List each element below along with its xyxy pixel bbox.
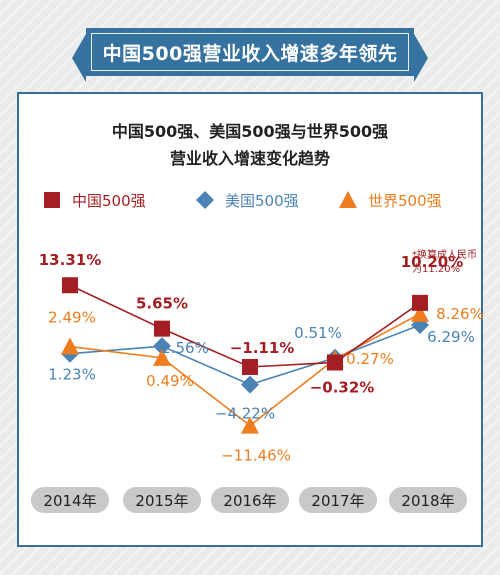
annotation-line-1: *换算成人民币: [412, 248, 477, 261]
data-label-diamond-4: 0.51%: [294, 324, 342, 342]
data-point-square-2: [154, 320, 170, 337]
category-pill-1: [31, 487, 109, 513]
data-point-square-5: [412, 294, 428, 311]
banner-title: 中国500强营业收入增速多年领先: [102, 42, 398, 65]
category-pill-5: [389, 487, 467, 513]
chart-title-line-2: 营业收入增速变化趋势: [169, 149, 330, 168]
category-label-4: 2017年: [311, 492, 364, 510]
data-point-triangle-1: [61, 337, 79, 355]
data-label-triangle-3: −11.46%: [221, 447, 291, 465]
legend-label-1: 中国500强: [72, 192, 146, 210]
category-label-1: 2014年: [43, 492, 96, 510]
category-label-3: 2016年: [223, 492, 276, 510]
category-pill-4: [299, 487, 377, 513]
data-label-diamond-5: 6.29%: [427, 328, 475, 346]
data-label-square-1: 13.31%: [39, 251, 101, 269]
data-label-triangle-2: 0.49%: [146, 372, 194, 390]
data-label-square-5: 10.20%: [401, 253, 463, 271]
legend-label-2: 美国500强: [225, 192, 299, 210]
data-label-diamond-3: −4.22%: [215, 405, 275, 423]
data-point-square-1: [62, 277, 78, 294]
annotation-line-2: 为11.20%: [412, 263, 460, 275]
data-label-square-3: −1.11%: [230, 339, 295, 357]
data-label-triangle-1: 2.49%: [48, 309, 96, 327]
category-pill-3: [211, 487, 289, 513]
data-point-square-3: [242, 358, 258, 375]
data-point-triangle-5: [411, 304, 429, 322]
legend-label-3: 世界500强: [368, 192, 442, 210]
data-point-diamond-2: [153, 337, 171, 356]
data-label-triangle-5: 8.26%: [436, 305, 484, 323]
data-label-square-4: −0.32%: [310, 378, 375, 396]
chart-card: [17, 92, 483, 547]
category-label-5: 2018年: [401, 492, 454, 510]
chart-title-line-1: 中国500强、美国500强与世界500强: [111, 122, 389, 141]
data-label-diamond-2: 2.56%: [161, 339, 209, 357]
data-point-diamond-3: [241, 375, 259, 394]
data-label-triangle-4: 0.27%: [346, 350, 394, 368]
data-point-square-4: [327, 354, 343, 371]
header-banner-frame: 中国500强营业收入增速多年领先: [91, 33, 409, 71]
data-label-square-2: 5.65%: [136, 295, 188, 313]
data-label-diamond-1: 1.23%: [48, 366, 96, 384]
legend-marker-triangle: [339, 191, 357, 208]
legend-marker-diamond: [196, 191, 214, 209]
legend-marker-square: [44, 192, 60, 208]
data-point-triangle-2: [153, 348, 171, 366]
category-pill-2: [123, 487, 201, 513]
header-banner: 中国500强营业收入增速多年领先: [72, 28, 428, 82]
category-label-2: 2015年: [135, 492, 188, 510]
data-point-triangle-3: [241, 416, 259, 434]
